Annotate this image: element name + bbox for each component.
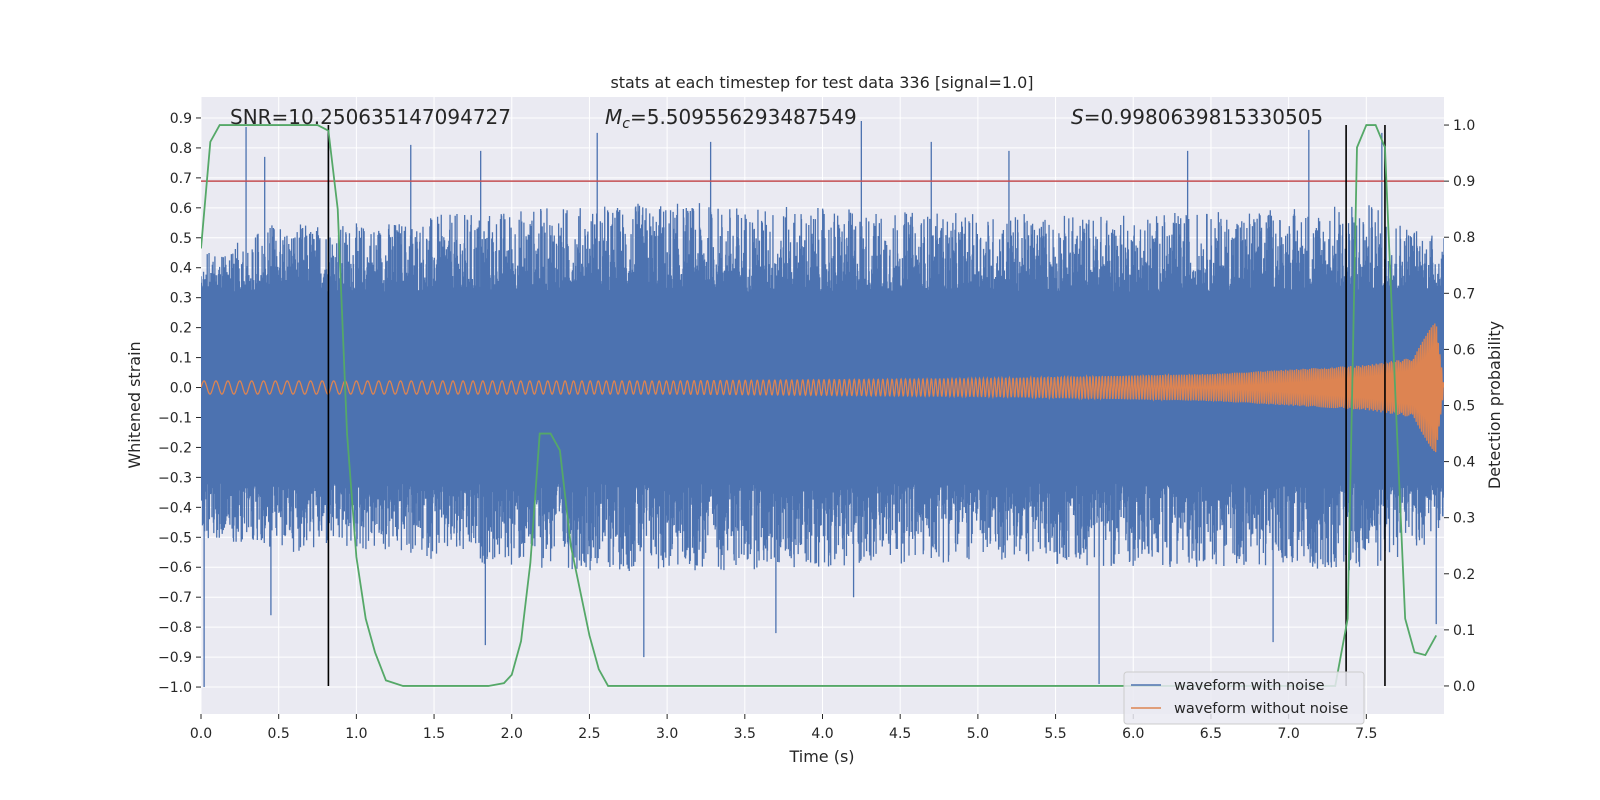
legend-label-noise: waveform with noise	[1174, 678, 1325, 694]
y-tick-label: 0.1	[170, 351, 192, 367]
y-tick-label: −1.0	[158, 680, 192, 696]
chirp-mass-symbol: M	[605, 105, 622, 129]
y-tick-label: 0.9	[170, 111, 192, 127]
x-tick-label: 0.5	[268, 726, 290, 742]
legend-box	[1123, 671, 1365, 725]
x-tick-label: 1.5	[423, 726, 445, 742]
significance-value: =0.9980639815330505	[1084, 105, 1323, 129]
legend-label-clean: waveform without noise	[1174, 701, 1348, 717]
chirp-mass-subscript: c	[622, 116, 630, 132]
y-right-tick-label: 0.7	[1453, 286, 1475, 302]
chirp-mass-annotation: Mc=5.509556293487549	[605, 105, 857, 132]
y-tick-label: 0.3	[170, 291, 192, 307]
axes: 0.0 0.5 1.0 1.5 2.0 2.5 3.0 3.5 4.0 4.5 5.0 5.5 6.0 6…	[158, 111, 1475, 742]
chart-title: stats at each timestep for test data 336…	[610, 73, 1033, 92]
y-tick-label: −0.8	[158, 620, 192, 636]
y-right-tick-label: 0.1	[1453, 623, 1475, 639]
y-tick-label: 0.4	[170, 261, 192, 277]
y-right-tick-label: 0.4	[1453, 455, 1475, 471]
y-tick-label: 0.7	[170, 171, 192, 187]
y-right-tick-label: 0.5	[1453, 399, 1475, 415]
y-tick-label: 0.0	[170, 381, 192, 397]
x-tick-label: 3.0	[656, 726, 678, 742]
significance-annotation: S=0.9980639815330505	[1071, 105, 1323, 129]
y-tick-label: 0.2	[170, 321, 192, 337]
x-tick-label: 4.5	[889, 726, 911, 742]
x-axis-label: Time (s)	[788, 747, 854, 766]
y-tick-label: 0.5	[170, 231, 192, 247]
x-tick-label: 4.0	[811, 726, 833, 742]
y-tick-label: −0.7	[158, 590, 192, 606]
y-right-tick-label: 0.9	[1453, 174, 1475, 190]
x-tick-label: 6.0	[1122, 726, 1144, 742]
y-tick-label: −0.6	[158, 560, 192, 576]
x-tick-label: 5.5	[1044, 726, 1066, 742]
x-tick-label: 7.0	[1277, 726, 1299, 742]
x-tick-label: 1.0	[345, 726, 367, 742]
y-tick-label: −0.1	[158, 410, 192, 426]
y-tick-label: −0.2	[158, 440, 192, 456]
y-tick-label: −0.4	[158, 500, 192, 516]
x-tick-label: 6.5	[1200, 726, 1222, 742]
y-tick-label: 0.6	[170, 201, 192, 217]
data-series	[201, 121, 1444, 687]
y-right-axis-label: Detection probability	[1485, 321, 1504, 489]
chirp-mass-value: =5.509556293487549	[630, 105, 857, 129]
x-tick-label: 2.5	[578, 726, 600, 742]
y-right-tick-label: 1.0	[1453, 118, 1475, 134]
snr-annotation: SNR=10.250635147094727	[230, 105, 511, 129]
x-tick-label: 2.0	[501, 726, 523, 742]
y-right-tick-label: 0.0	[1453, 679, 1475, 695]
y-tick-label: −0.3	[158, 470, 192, 486]
y-tick-label: −0.5	[158, 530, 192, 546]
significance-symbol: S	[1071, 105, 1084, 129]
series-waveform-without-noise	[201, 323, 1444, 453]
y-axis-label: Whitened strain	[125, 341, 144, 468]
x-tick-label: 7.5	[1355, 726, 1377, 742]
y-right-tick-label: 0.2	[1453, 567, 1475, 583]
x-tick-label: 0.0	[190, 726, 212, 742]
y-right-tick-label: 0.3	[1453, 511, 1475, 527]
y-tick-label: −0.9	[158, 650, 192, 666]
y-right-tick-label: 0.8	[1453, 230, 1475, 246]
x-tick-label: 5.0	[967, 726, 989, 742]
y-tick-label: 0.8	[170, 141, 192, 157]
y-right-tick-label: 0.6	[1453, 342, 1475, 358]
legend: waveform with noise waveform without noi…	[1123, 671, 1365, 725]
x-tick-label: 3.5	[734, 726, 756, 742]
